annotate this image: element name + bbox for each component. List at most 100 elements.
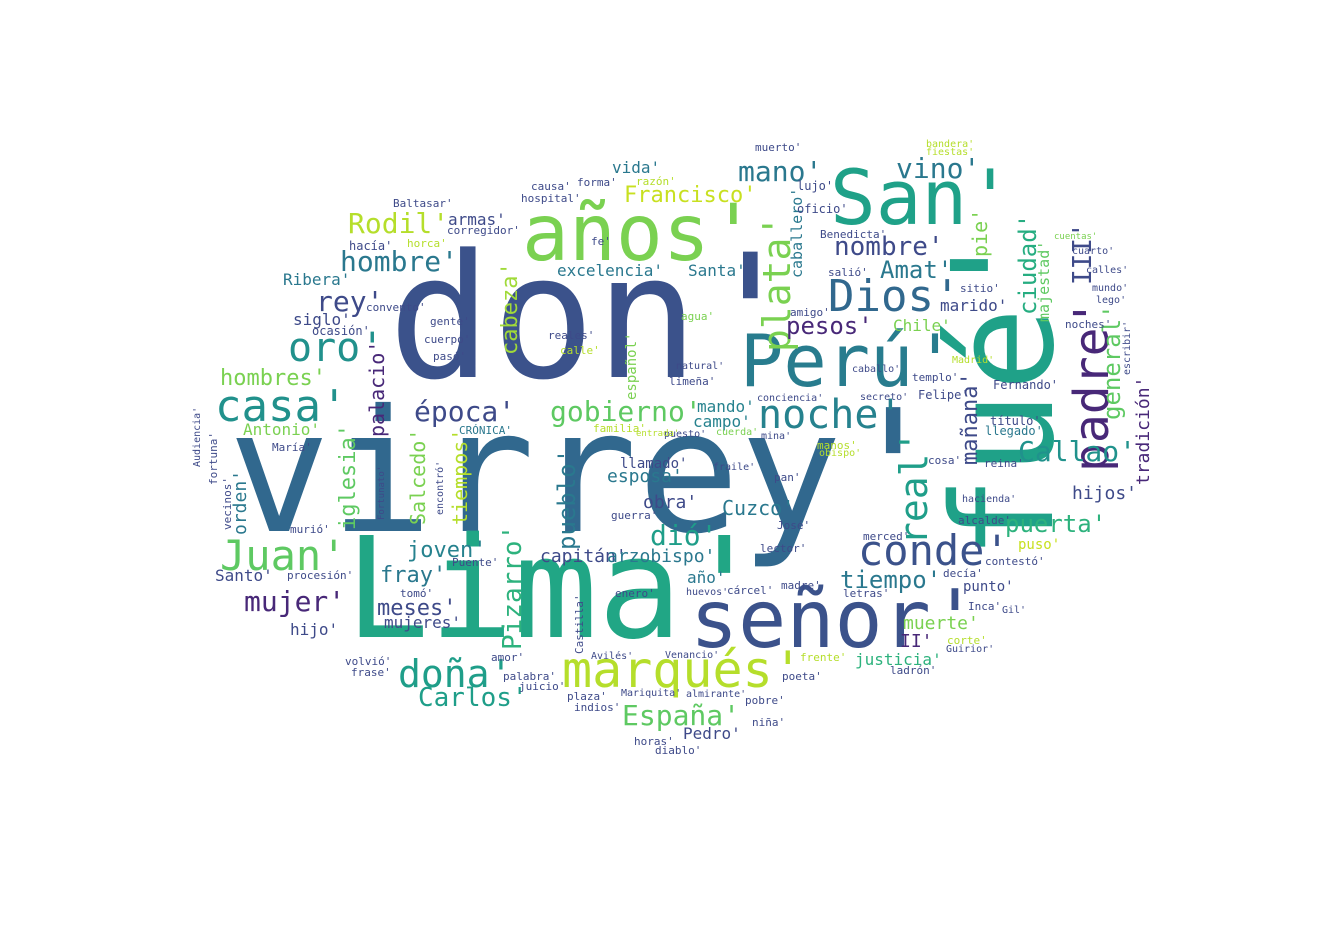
cloud-word: pobre' — [745, 694, 785, 707]
cloud-word: procesión' — [287, 569, 354, 582]
cloud-word: oro' — [288, 325, 385, 371]
cloud-word: amor' — [491, 651, 525, 664]
cloud-word: cuerpo' — [424, 333, 471, 346]
cloud-word: fraile' — [713, 462, 756, 473]
cloud-word: época' — [414, 395, 516, 428]
cloud-word: oficio' — [797, 202, 848, 216]
cloud-word: corregidor' — [447, 224, 520, 237]
cloud-word: frente' — [800, 651, 847, 664]
cloud-word: horca' — [407, 237, 447, 250]
cloud-word: volvió' — [345, 655, 392, 668]
cloud-word: muerto' — [755, 141, 802, 154]
cloud-word: don' — [388, 217, 803, 418]
cloud-word: noche' — [758, 392, 903, 438]
cloud-word: mañana' — [958, 372, 983, 465]
cloud-word: caballo' — [852, 364, 901, 375]
cloud-word: campo' — [693, 412, 751, 431]
cloud-word: lector' — [760, 542, 807, 555]
cloud-word: arzobispo' — [607, 546, 716, 567]
cloud-word: Guirior' — [946, 644, 995, 655]
cloud-word: manos' — [817, 439, 857, 452]
cloud-word: CRÓNICA' — [459, 424, 512, 437]
cloud-word: años' — [522, 189, 757, 279]
cloud-word: poeta' — [782, 670, 822, 683]
cloud-word: familia' — [593, 422, 646, 435]
cloud-word: frase' — [351, 666, 391, 679]
cloud-word: Madrid' — [952, 355, 995, 366]
cloud-word: Antonio' — [243, 420, 321, 439]
cloud-word: entrada' — [636, 429, 680, 439]
cloud-word: Juan' — [220, 531, 347, 580]
cloud-word: alcalde' — [958, 514, 1011, 527]
cloud-word: Puente' — [452, 556, 499, 569]
cloud-word: vida' — [612, 158, 661, 177]
cloud-word: María' — [272, 441, 312, 454]
cloud-word: mujer' — [244, 585, 346, 618]
cloud-word: madre' — [781, 579, 821, 592]
cloud-word: hijos' — [1072, 483, 1138, 504]
cloud-word: obispo' — [819, 448, 862, 459]
cloud-word: Inca' — [968, 600, 1002, 613]
cloud-word: iglesia' — [336, 424, 361, 530]
cloud-word: gente' — [430, 315, 470, 328]
cloud-word: diablo' — [655, 744, 702, 757]
cloud-word: llamado' — [620, 456, 688, 472]
cloud-word: Callao' — [1018, 435, 1137, 468]
cloud-word: pie' — [968, 208, 992, 257]
cloud-word: calle' — [560, 344, 600, 357]
cloud-word: fortuna' — [207, 432, 220, 485]
cloud-word: obra' — [643, 492, 698, 513]
cloud-word: José' — [777, 519, 811, 532]
cloud-word: San' — [830, 153, 1014, 242]
cloud-word: causa' — [531, 180, 571, 193]
cloud-word: hijo' — [290, 620, 339, 639]
cloud-word: murió' — [290, 523, 330, 536]
cloud-word: puerta' — [1005, 510, 1107, 538]
cloud-word: Fortunato' — [377, 465, 387, 520]
cloud-word: Audiencia' — [192, 406, 203, 467]
cloud-word: palabra' — [503, 670, 556, 683]
cloud-word: majestad' — [1035, 240, 1053, 322]
cloud-word: Mariquita' — [621, 688, 682, 699]
cloud-word: convento' — [366, 301, 426, 314]
cloud-word: palacio' — [365, 340, 389, 437]
cloud-word: sitio' — [960, 282, 1000, 295]
cloud-word: Santo' — [215, 566, 273, 585]
cloud-word: meses' — [377, 596, 457, 621]
cloud-word: mano' — [738, 155, 823, 188]
cloud-word: hospital' — [521, 192, 581, 205]
cloud-word: tomó' — [400, 587, 434, 600]
cloud-word: conciencia' — [757, 393, 824, 404]
cloud-word: cárcel' — [727, 584, 774, 597]
cloud-word: punto' — [963, 579, 1014, 595]
cloud-word: Carlos' — [418, 683, 528, 713]
cloud-word: título' — [990, 414, 1041, 428]
cloud-word: razón' — [636, 175, 676, 188]
cloud-word: fiestas' — [926, 147, 975, 158]
cloud-word: Rodil' — [348, 207, 450, 240]
cloud-word: dió' — [650, 519, 718, 552]
cloud-word: enero' — [615, 587, 655, 600]
cloud-word: II' — [900, 631, 933, 652]
cloud-word: siglo' — [293, 310, 351, 329]
cloud-word: hombre' — [340, 245, 459, 278]
cloud-word: fe' — [591, 235, 611, 248]
cloud-word: marqués' — [562, 641, 803, 699]
cloud-word: juicio' — [519, 680, 566, 693]
cloud-word: mujeres' — [384, 613, 462, 632]
cloud-word: Amat' — [880, 256, 953, 284]
cloud-word: cuerda' — [716, 427, 759, 438]
cloud-word: natural' — [676, 361, 725, 372]
cloud-word: Ribera' — [283, 270, 351, 289]
cloud-word: amigo' — [790, 306, 830, 319]
cloud-word: tiempo' — [840, 566, 942, 594]
cloud-word: doña' — [398, 652, 513, 696]
cloud-word: España' — [622, 699, 741, 732]
cloud-word: Dios' — [828, 271, 961, 322]
cloud-word: capitán' — [540, 546, 627, 567]
cloud-word: Castilla' — [573, 594, 586, 654]
cloud-word: cuentas' — [1054, 232, 1098, 242]
cloud-word: puesto' — [664, 429, 707, 440]
cloud-word: lego' — [1096, 295, 1127, 306]
